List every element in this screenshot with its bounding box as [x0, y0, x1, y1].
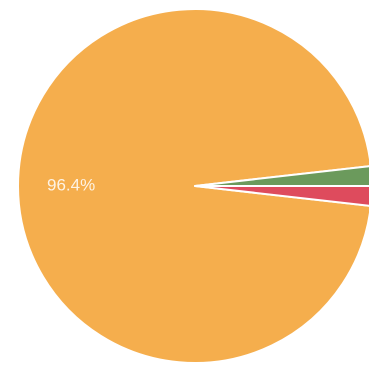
- pie-slice-2: [194, 185, 369, 207]
- pie-labels: 96.4%: [47, 175, 95, 194]
- pie-slices: [17, 8, 369, 364]
- pie-slice-1: [194, 165, 369, 187]
- pie-slice-0: [17, 8, 369, 364]
- pie-slice-label-0: 96.4%: [47, 175, 95, 194]
